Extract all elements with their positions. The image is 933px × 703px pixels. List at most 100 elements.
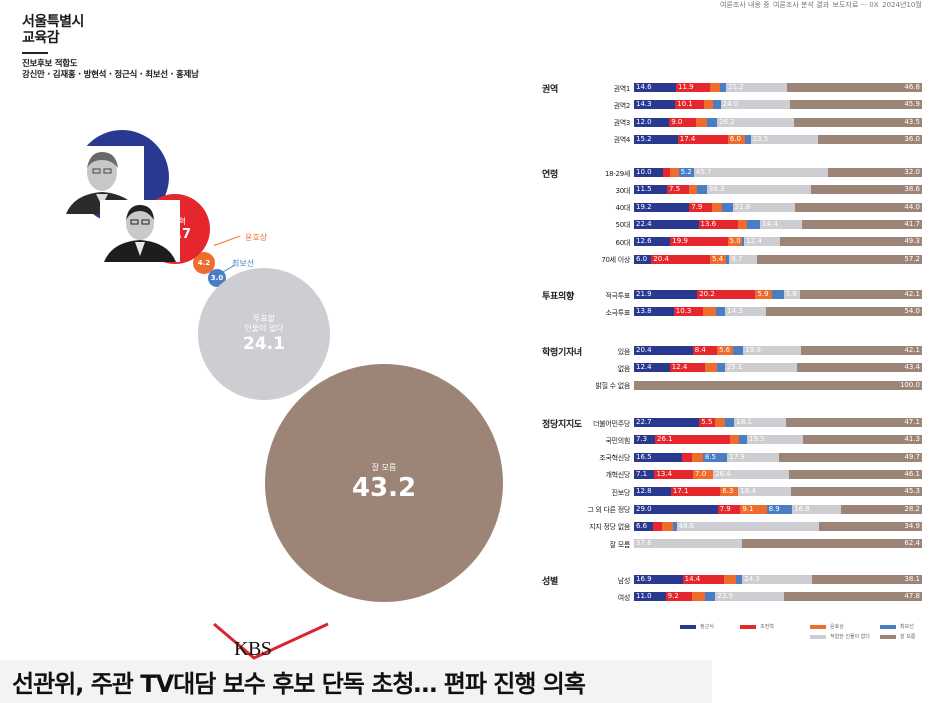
bar-value-label: 16.8 [794, 504, 810, 513]
bar-segment: 36.3 [706, 185, 812, 195]
bar-value-label: 6.6 [636, 521, 648, 530]
stacked-bar: 37.6 62.4 [634, 539, 922, 549]
title-divider [22, 52, 48, 54]
stacked-bar: 12.4 12.4 25.1 43.4 [634, 363, 922, 373]
bar-segment [681, 452, 692, 462]
bar-segment: 7.9 [689, 202, 712, 212]
bar-value-label: 5.4 [712, 254, 724, 263]
stacked-bar: 7.1 13.4 7.0 26.4 46.1 [634, 469, 922, 479]
bar-segment: 11.9 [676, 83, 711, 92]
bar-value-label: 13.8 [636, 307, 652, 316]
bar-segment: 43.5 [794, 117, 922, 127]
bar-value-label: 18.4 [740, 487, 756, 496]
bar-value-label: 20.4 [636, 346, 652, 354]
legend-swatch [880, 624, 896, 629]
bar-value-label: 18.1 [736, 418, 752, 426]
bar-segment: 18.4 [738, 487, 792, 497]
bar-value-label: 12.4 [671, 363, 688, 372]
row-label: 더불어민주당 [593, 419, 630, 428]
bar-value-label: 11.9 [678, 83, 694, 91]
bar-value-label: 49.7 [904, 452, 920, 461]
bar-value-label: 46.1 [904, 469, 920, 478]
stacked-bar: 10.0 5.2 45.7 32.0 [634, 168, 922, 177]
stacked-bar: 11.0 9.2 23.9 47.8 [634, 592, 922, 602]
bubble-dontknow: 잘 모름 43.2 [265, 364, 503, 602]
stacked-bar: 11.5 7.5 36.3 38.6 [634, 185, 922, 195]
bar-value-label: 19.2 [636, 202, 652, 211]
bar-segment: 17.1 [670, 487, 721, 497]
bar-segment [663, 168, 671, 177]
bar-segment: 19.9 [743, 346, 801, 355]
leader-choi [221, 265, 235, 273]
bar-segment: 12.4 [634, 363, 670, 373]
bar-value-label: 25.1 [726, 363, 743, 372]
bar-value-label: 8.5 [704, 452, 716, 461]
bar-segment: 23.9 [715, 592, 785, 602]
bar-value-label: 23.9 [717, 592, 734, 601]
bar-segment: 18.1 [734, 418, 787, 427]
bar-segment: 14.6 [634, 83, 677, 92]
bar-value-label: 21.8 [734, 202, 751, 211]
bar-value-label: 13.6 [700, 219, 717, 228]
bar-segment: 9.2 [665, 592, 693, 602]
row-label: 없음 [617, 364, 631, 373]
stacked-bar: 19.2 7.9 21.8 44.0 [634, 202, 922, 212]
row-label: 있음 [617, 347, 631, 356]
leader-yoon [213, 235, 241, 246]
bar-segment: 32.0 [828, 168, 922, 177]
bubble-none: 투표할 인물이 없다 24.1 [198, 268, 330, 400]
bar-segment [673, 521, 677, 531]
bar-value-label: 7.5 [669, 185, 681, 194]
row-label: 국민의힘 [605, 436, 630, 445]
bar-value-label: 26.4 [715, 469, 731, 478]
bar-segment: 5.8 [783, 290, 801, 299]
bar-segment: 26.2 [717, 117, 795, 127]
bar-segment [662, 521, 674, 531]
bar-segment: 20.2 [697, 290, 756, 299]
title-line-1: 서울특별시 [22, 14, 84, 30]
bar-segment: 10.1 [675, 100, 705, 110]
bar-segment: 11.0 [634, 592, 666, 602]
bar-value-label: 6.0 [636, 254, 648, 263]
group-label: 정당지지도 [542, 420, 582, 430]
bar-segment: 49.7 [778, 452, 922, 462]
group-label: 성별 [542, 577, 558, 587]
legend-item: 최보선 [880, 623, 914, 630]
news-caption: 선관위, 주관 TV대담 보수 후보 단독 초청… 편파 진행 의혹 [12, 670, 586, 698]
bar-segment [738, 435, 747, 445]
bar-value-label: 14.4 [684, 575, 701, 583]
bar-value-label: 38.1 [904, 575, 920, 583]
row-label: 70세 이상 [601, 256, 630, 264]
stacked-bar: 22.7 5.5 18.1 47.1 [634, 418, 922, 427]
bar-value-label: 49.3 [904, 237, 920, 246]
row-label: 권역1 [613, 84, 631, 93]
bar-segment: 45.3 [791, 487, 922, 497]
bar-value-label: 21.2 [728, 83, 744, 91]
bar-segment [725, 418, 735, 427]
bar-segment: 44.0 [795, 202, 922, 212]
bar-segment: 41.7 [801, 219, 922, 229]
legend-swatch [810, 624, 826, 629]
bar-segment [772, 290, 784, 299]
bar-value-label: 47.8 [904, 592, 920, 601]
bar-value-label: 38.6 [904, 185, 920, 194]
bar-value-label: 42.1 [904, 346, 920, 354]
bar-segment: 24.3 [742, 575, 813, 584]
bar-segment: 36.0 [818, 134, 922, 144]
bar-segment [704, 100, 713, 110]
stacked-bar: 12.6 19.9 5.0 12.4 49.3 [634, 237, 922, 247]
bar-segment: 17.4 [677, 134, 728, 144]
bar-value-label: 21.9 [636, 290, 652, 298]
bar-value-label: 12.0 [636, 117, 652, 126]
bar-segment [715, 307, 726, 317]
bar-value-label: 47.1 [904, 418, 920, 426]
bar-segment: 13.6 [698, 219, 738, 229]
bar-segment: 23.5 [750, 134, 819, 144]
bar-value-label: 7.3 [636, 435, 648, 444]
bar-value-label: 17.4 [679, 134, 696, 143]
legend: 정근식 조전혁 윤호상 최보선 적합한 인물이 없다 잘 모름 [680, 623, 930, 643]
bar-segment [705, 363, 718, 373]
legend-label: 윤호상 [830, 624, 844, 630]
bar-segment: 15.2 [634, 134, 678, 144]
bar-value-label: 37.6 [636, 539, 652, 548]
